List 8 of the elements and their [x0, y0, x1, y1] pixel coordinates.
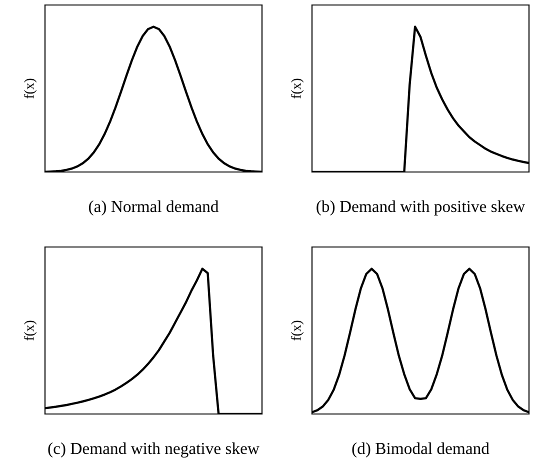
y-axis-title: f(x) — [24, 78, 37, 98]
y-axis-title: f(x) — [290, 78, 304, 98]
text: (b) Demand with positive skew — [316, 200, 526, 216]
text: (d) Bimodal demand — [352, 442, 490, 458]
text: (c) Demand with negative skew — [48, 442, 260, 458]
y-axis-title: f(x) — [24, 320, 37, 340]
text: (a) Normal demand — [88, 200, 219, 216]
y-axis-title: f(x) — [290, 320, 304, 340]
